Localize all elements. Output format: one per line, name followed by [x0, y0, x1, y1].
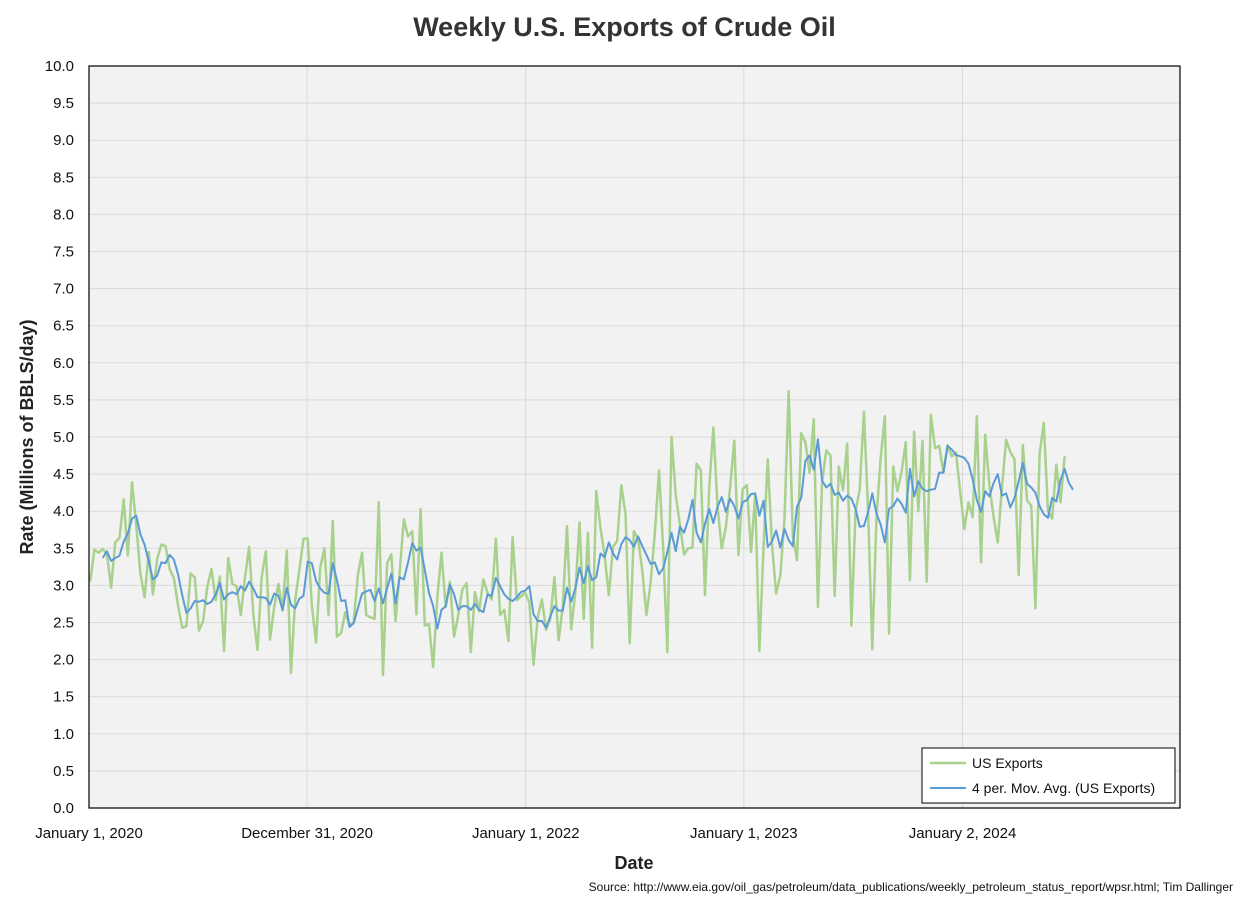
source-note: Source: http://www.eia.gov/oil_gas/petro… [588, 880, 1233, 894]
y-tick-label: 2.0 [53, 652, 74, 669]
y-tick-label: 0.0 [53, 800, 74, 817]
legend-label-us-exports: US Exports [972, 755, 1043, 771]
y-tick-label: 9.0 [53, 132, 74, 149]
y-tick-label: 10.0 [45, 58, 74, 75]
y-tick-label: 7.5 [53, 244, 74, 261]
y-tick-label: 8.5 [53, 169, 74, 186]
y-tick-label: 6.5 [53, 318, 74, 335]
legend: US Exports 4 per. Mov. Avg. (US Exports) [921, 747, 1176, 804]
plot-border [88, 65, 1181, 809]
y-tick-label: 7.0 [53, 281, 74, 298]
series-layer [88, 389, 1074, 677]
y-tick-labels: 0.0 0.5 1.0 1.5 2.0 2.5 3.0 3.5 4.0 4.5 5.0 5.5 6.0 6… [45, 58, 74, 817]
y-tick-label: 1.0 [53, 726, 74, 743]
series-line-us-exports [88, 389, 1066, 677]
x-tick-label: January 1, 2020 [35, 825, 143, 842]
y-tick-label: 0.5 [53, 763, 74, 780]
y-tick-label: 1.5 [53, 689, 74, 706]
y-tick-label: 2.5 [53, 615, 74, 632]
x-tick-label: December 31, 2020 [241, 825, 373, 842]
y-tick-label: 9.5 [53, 95, 74, 112]
y-tick-label: 3.5 [53, 540, 74, 557]
x-tick-label: January 1, 2023 [690, 825, 798, 842]
y-axis-title: Rate (Millions of BBLS/day) [17, 319, 37, 554]
y-tick-label: 8.0 [53, 206, 74, 223]
x-tick-labels: January 1, 2020 December 31, 2020 January … [35, 825, 1016, 842]
x-axis-title: Date [614, 853, 653, 873]
legend-box [921, 747, 1176, 804]
chart-title: Weekly U.S. Exports of Crude Oil [413, 12, 836, 42]
legend-label-moving-average: 4 per. Mov. Avg. (US Exports) [972, 780, 1155, 796]
y-tick-label: 5.5 [53, 392, 74, 409]
y-tick-label: 3.0 [53, 577, 74, 594]
y-tick-label: 4.0 [53, 503, 74, 520]
series-line-moving-average [101, 438, 1074, 630]
x-gridlines [306, 66, 964, 808]
x-tick-label: January 2, 2024 [909, 825, 1017, 842]
y-tick-label: 6.0 [53, 355, 74, 372]
y-tick-label: 4.5 [53, 466, 74, 483]
x-tick-label: January 1, 2022 [472, 825, 580, 842]
y-tick-label: 5.0 [53, 429, 74, 446]
